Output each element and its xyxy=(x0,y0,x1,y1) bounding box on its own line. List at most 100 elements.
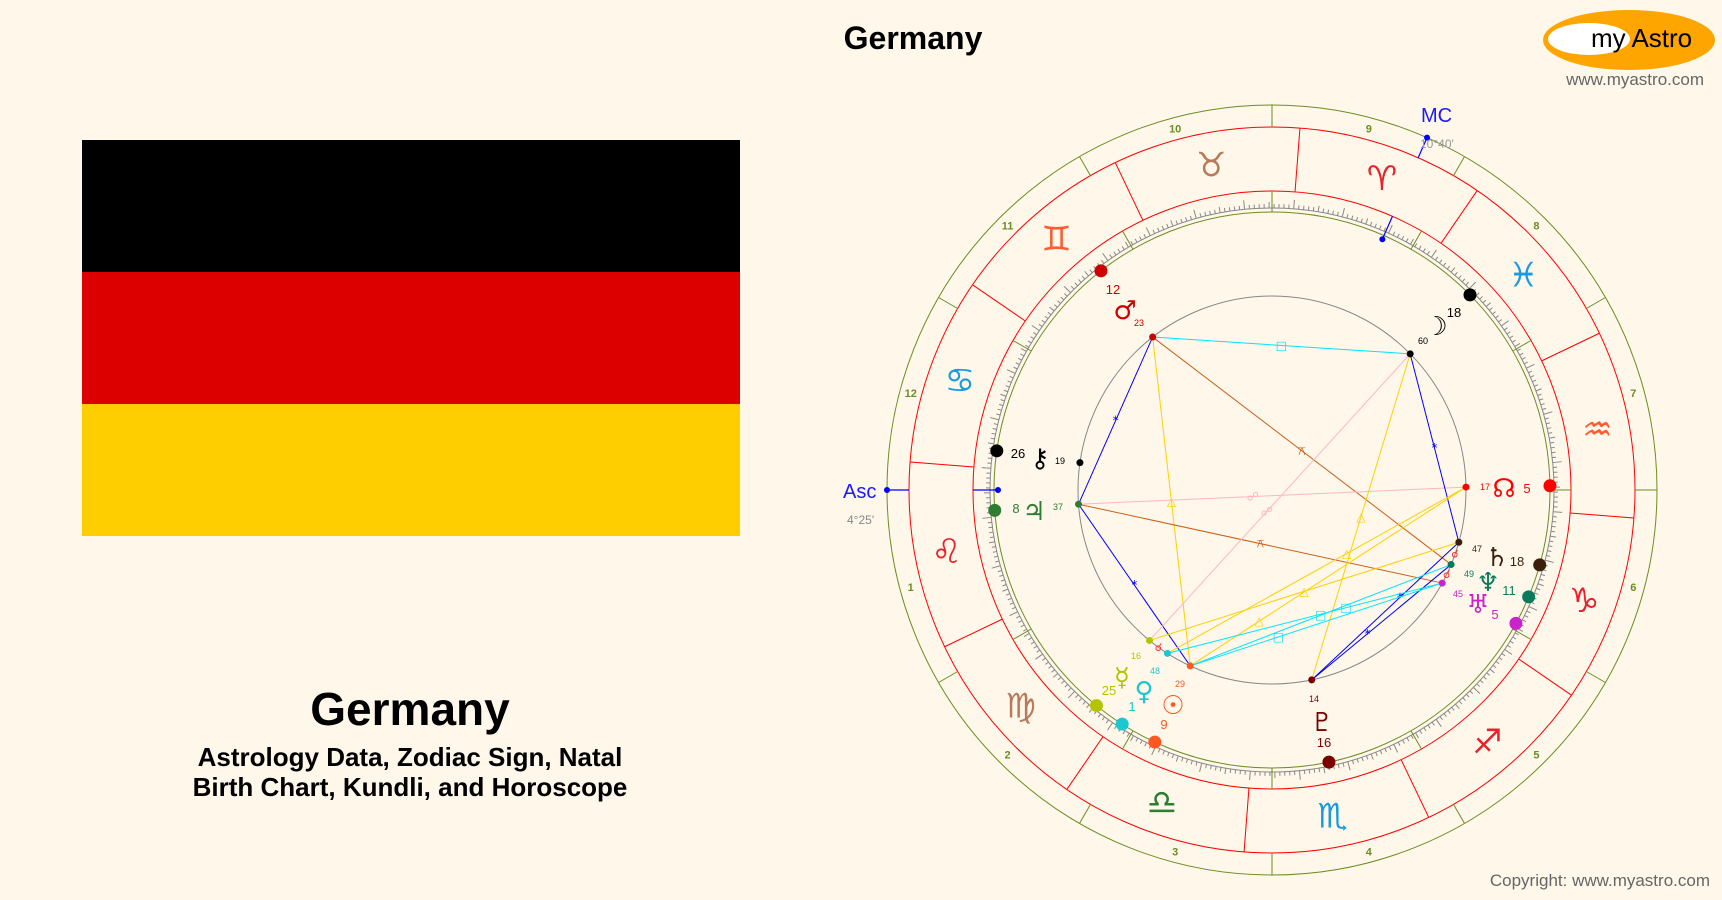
degree-tick xyxy=(990,437,995,440)
degree-tick xyxy=(1462,697,1466,701)
aspect-opposition-icon: ☍ xyxy=(1261,504,1273,518)
degree-tick xyxy=(1415,732,1419,739)
degree-tick xyxy=(1504,648,1513,655)
myastro-logo[interactable]: my Astro xyxy=(1543,10,1715,70)
node-glyph-icon: ☊ xyxy=(1492,474,1515,504)
degree-tick xyxy=(1171,754,1175,759)
degree-tick xyxy=(1102,253,1109,261)
house-cusp-line xyxy=(1079,156,1091,176)
venus-aspect-point xyxy=(1163,649,1171,657)
degree-tick xyxy=(1489,668,1495,674)
subtitle-line-2: Birth Chart, Kundli, and Horoscope xyxy=(192,772,628,802)
degree-tick xyxy=(992,550,997,553)
degree-tick xyxy=(1214,209,1216,214)
degree-tick xyxy=(1332,210,1334,215)
aspect-trine-icon: △ xyxy=(1167,494,1177,508)
mercury-minutes: 16 xyxy=(1131,651,1141,661)
degree-tick xyxy=(1550,530,1555,533)
aspect-line-trine xyxy=(1311,353,1411,681)
degree-tick xyxy=(1223,207,1226,213)
degree-tick xyxy=(1293,199,1295,209)
degree-tick xyxy=(1117,248,1121,253)
degree-tick xyxy=(1017,357,1022,361)
aspect-sextile-icon: * xyxy=(1113,414,1119,428)
house-cusp-line xyxy=(1512,340,1532,352)
degree-tick xyxy=(982,516,992,519)
degree-tick xyxy=(1361,757,1364,762)
degree-tick xyxy=(1426,251,1430,255)
sign-boundary-line xyxy=(1294,128,1301,192)
degree-tick xyxy=(1405,238,1409,243)
asc-label: Asc xyxy=(843,481,876,503)
mercury-glyph-icon: ☿ xyxy=(1114,663,1130,693)
degree-tick xyxy=(1020,353,1025,357)
degree-tick xyxy=(1521,357,1526,360)
degree-tick xyxy=(1020,624,1025,628)
uranus-aspect-point xyxy=(1438,579,1446,587)
degree-tick xyxy=(1175,220,1178,225)
degree-tick xyxy=(1383,227,1387,232)
degree-tick xyxy=(1218,206,1221,213)
degree-tick xyxy=(1379,750,1383,755)
degree-tick xyxy=(1006,369,1016,374)
degree-tick xyxy=(1519,352,1524,356)
house-number-1: 1 xyxy=(908,582,914,594)
degree-tick xyxy=(1228,207,1231,212)
degree-tick xyxy=(993,423,998,426)
degree-tick xyxy=(1511,339,1516,343)
degree-tick xyxy=(1548,432,1553,434)
degree-tick xyxy=(1052,673,1059,678)
degree-tick xyxy=(1195,761,1198,766)
degree-tick xyxy=(1369,221,1373,226)
house-number-2: 2 xyxy=(1004,749,1010,761)
house-number-8: 8 xyxy=(1533,221,1539,233)
moon-glyph-icon: ☽ xyxy=(1424,312,1447,342)
degree-tick xyxy=(989,531,994,534)
degree-tick xyxy=(1053,304,1058,308)
degree-tick xyxy=(1509,335,1514,339)
degree-tick xyxy=(1475,292,1480,296)
degree-tick xyxy=(1442,262,1447,267)
moon-aspect-point xyxy=(1406,350,1414,358)
house-number-12: 12 xyxy=(905,388,917,400)
degree-tick xyxy=(1402,739,1405,744)
aspect-conjunction-icon: ☌ xyxy=(1443,568,1450,581)
degree-tick xyxy=(1366,755,1369,760)
degree-tick xyxy=(1498,319,1502,323)
degree-tick xyxy=(1346,214,1349,219)
mars-minutes: 23 xyxy=(1134,318,1144,328)
degree-tick xyxy=(1209,210,1212,215)
degree-tick xyxy=(991,432,996,435)
degree-tick xyxy=(1038,323,1043,327)
copyright-text: Copyright: www.myastro.com xyxy=(1489,871,1710,890)
degree-tick xyxy=(1167,752,1170,757)
neptune-glyph-icon: ♆ xyxy=(1476,568,1499,598)
flag-stripe-black xyxy=(82,140,740,272)
degree-tick xyxy=(1205,764,1208,769)
aspect-line-sextile xyxy=(1311,541,1460,681)
neptune-aspect-point xyxy=(1447,561,1455,569)
degree-tick xyxy=(987,442,994,445)
degree-tick xyxy=(1495,315,1499,319)
degree-tick xyxy=(1035,653,1043,660)
degree-tick xyxy=(1365,218,1369,225)
degree-tick xyxy=(1042,657,1046,661)
degree-tick xyxy=(1450,267,1456,273)
degree-tick xyxy=(1458,275,1462,279)
degree-tick xyxy=(1049,306,1055,312)
zodiac-sign-capricorn-icon: ♑ xyxy=(1569,581,1599,621)
degree-tick xyxy=(1342,762,1345,767)
degree-tick xyxy=(1443,713,1447,717)
degree-tick xyxy=(1002,588,1009,592)
degree-tick xyxy=(990,417,1000,421)
degree-tick xyxy=(1360,218,1363,223)
pluto-glyph-icon: ♇ xyxy=(1310,708,1333,738)
degree-tick xyxy=(1101,260,1105,264)
mars-aspect-point xyxy=(1149,333,1157,341)
degree-tick xyxy=(1397,741,1401,746)
degree-tick xyxy=(1509,640,1514,644)
logo-website-link[interactable]: www.myastro.com xyxy=(1566,70,1704,89)
sign-boundary-line xyxy=(1114,162,1144,221)
degree-tick xyxy=(1157,748,1161,753)
